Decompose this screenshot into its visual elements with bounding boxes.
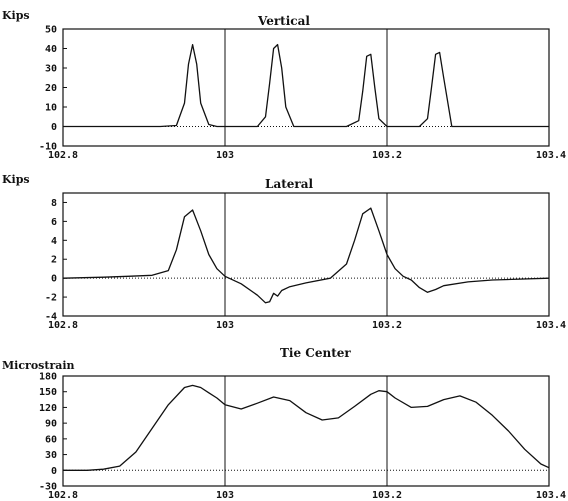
y-unit-label: Kips — [2, 9, 30, 22]
y-tick-label: -30 — [39, 482, 57, 493]
y-tick-label: -10 — [39, 142, 57, 153]
y-tick-label: 0 — [51, 122, 57, 133]
series-line-1 — [63, 43, 549, 128]
y-unit-label: Microstrain — [2, 359, 75, 372]
x-tick-label: 102.8 — [48, 320, 78, 331]
y-unit-label: Kips — [2, 173, 30, 186]
series-line-1 — [63, 384, 550, 471]
y-tick-label: 90 — [45, 419, 57, 430]
y-tick-label: 180 — [39, 372, 57, 383]
x-tick-label: 102.8 — [48, 150, 78, 161]
y-tick-label: 10 — [45, 103, 57, 114]
y-tick-label: 8 — [51, 198, 57, 209]
y-tick-label: 30 — [45, 64, 57, 75]
plot-frame — [62, 28, 550, 147]
y-tick-label: 50 — [45, 25, 57, 36]
plot-frame — [62, 192, 550, 317]
y-tick-label: -2 — [45, 293, 57, 304]
y-tick-label: -4 — [45, 312, 57, 323]
y-tick-label: 60 — [45, 434, 57, 445]
y-tick-label: 6 — [51, 217, 57, 228]
x-tick-label: 102.8 — [48, 490, 78, 501]
series-line-1 — [62, 207, 550, 304]
y-tick-label: 150 — [39, 387, 57, 398]
plot-frame — [62, 375, 550, 487]
x-tick-label: 103 — [216, 490, 234, 501]
y-tick-label: 0 — [51, 466, 57, 477]
x-tick-label: 103 — [216, 150, 234, 161]
x-tick-label: 103.2 — [372, 320, 402, 331]
chart-title: Lateral — [265, 177, 313, 191]
chart-title: Tie Center — [280, 346, 351, 360]
chart-title: Vertical — [257, 14, 310, 28]
x-tick-label: 103.4 — [536, 150, 566, 161]
y-tick-label: 120 — [39, 403, 57, 414]
x-tick-label: 103.4 — [536, 490, 566, 501]
x-tick-label: 103.2 — [372, 490, 402, 501]
y-tick-label: 2 — [51, 255, 57, 266]
x-tick-label: 103.2 — [372, 150, 402, 161]
x-tick-label: 103.4 — [536, 320, 566, 331]
y-tick-label: 4 — [51, 236, 57, 247]
y-tick-label: 40 — [45, 44, 57, 55]
x-tick-label: 103 — [216, 320, 234, 331]
y-tick-label: 20 — [45, 83, 57, 94]
y-tick-label: 30 — [45, 450, 57, 461]
y-tick-label: 0 — [51, 274, 57, 285]
